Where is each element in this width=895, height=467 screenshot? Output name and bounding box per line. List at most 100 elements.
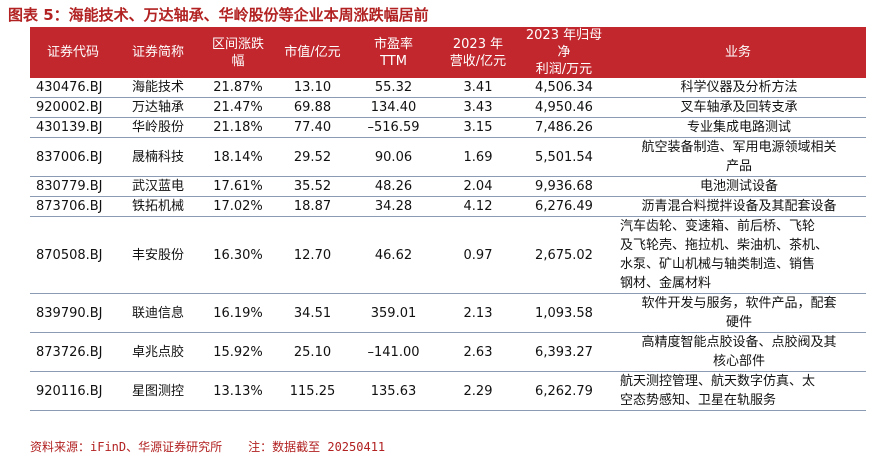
stock-code-cell: 839790.BJ xyxy=(30,293,116,333)
business-cell: 沥青混合料搅拌设备及其配套设备 xyxy=(610,196,866,217)
stock-name-cell: 海能技术 xyxy=(116,78,200,98)
table-row: 873726.BJ 卓兆点胶 15.92% 25.10 –141.00 2.63 6,393… xyxy=(30,332,866,372)
change-cell: 16.30% xyxy=(200,216,276,294)
net-profit-cell: 5,501.54 xyxy=(518,137,610,177)
change-cell: 13.13% xyxy=(200,371,276,411)
market-cap-cell: 34.51 xyxy=(276,293,349,333)
column-header: 2023 年归母净 利润/万元 xyxy=(518,27,610,78)
column-header: 市盈率 TTM xyxy=(349,27,438,78)
business-cell: 软件开发与服务，软件产品，配套 硬件 xyxy=(610,293,866,333)
stock-name-cell: 万达轴承 xyxy=(116,97,200,118)
stock-name-cell: 铁拓机械 xyxy=(116,196,200,217)
pe-ttm-cell: –141.00 xyxy=(349,332,438,372)
revenue-cell: 3.43 xyxy=(438,97,518,118)
table-row: 839790.BJ 联迪信息 16.19% 34.51 359.01 2.13 1,093.… xyxy=(30,293,866,333)
net-profit-cell: 6,276.49 xyxy=(518,196,610,217)
net-profit-cell: 1,093.58 xyxy=(518,293,610,333)
table-row: 920116.BJ 星图测控 13.13% 115.25 135.63 2.29 6,262… xyxy=(30,371,866,411)
pe-ttm-cell: 46.62 xyxy=(349,216,438,294)
market-cap-cell: 18.87 xyxy=(276,196,349,217)
stock-code-cell: 430139.BJ xyxy=(30,117,116,138)
table-row: 830779.BJ 武汉蓝电 17.61% 35.52 48.26 2.04 9,936.6… xyxy=(30,176,866,197)
figure-title: 图表 5：海能技术、万达轴承、华岭股份等企业本周涨跌幅居前 xyxy=(8,6,429,24)
business-cell: 航空装备制造、军用电源领域相关 产品 xyxy=(610,137,866,177)
market-cap-cell: 115.25 xyxy=(276,371,349,411)
table-row: 873706.BJ 铁拓机械 17.02% 18.87 34.28 4.12 6,276.4… xyxy=(30,196,866,217)
net-profit-cell: 7,486.26 xyxy=(518,117,610,138)
revenue-cell: 2.13 xyxy=(438,293,518,333)
pe-ttm-cell: –516.59 xyxy=(349,117,438,138)
table-body: 430476.BJ 海能技术 21.87% 13.10 55.32 3.41 4,506.3… xyxy=(30,78,866,411)
net-profit-cell: 6,262.79 xyxy=(518,371,610,411)
table-row: 920002.BJ 万达轴承 21.47% 69.88 134.40 3.43 4,950.… xyxy=(30,97,866,118)
pe-ttm-cell: 359.01 xyxy=(349,293,438,333)
pe-ttm-cell: 48.26 xyxy=(349,176,438,197)
market-cap-cell: 25.10 xyxy=(276,332,349,372)
table-row: 837006.BJ 晟楠科技 18.14% 29.52 90.06 1.69 5,501.5… xyxy=(30,137,866,177)
note-text: 注：数据截至 20250411 xyxy=(248,440,386,454)
change-cell: 17.61% xyxy=(200,176,276,197)
revenue-cell: 3.15 xyxy=(438,117,518,138)
stock-name-cell: 丰安股份 xyxy=(116,216,200,294)
stock-name-cell: 卓兆点胶 xyxy=(116,332,200,372)
table-row: 870508.BJ 丰安股份 16.30% 12.70 46.62 0.97 2,675.0… xyxy=(30,216,866,294)
column-header: 证券代码 xyxy=(30,27,116,78)
pe-ttm-cell: 135.63 xyxy=(349,371,438,411)
stock-code-cell: 920002.BJ xyxy=(30,97,116,118)
column-header: 业务 xyxy=(610,27,866,78)
stock-table: 证券代码 证券简称 区间涨跌幅市值/亿元 市盈率 TTM 2023 年营收/亿元 2023 … xyxy=(30,27,866,411)
pe-ttm-cell: 90.06 xyxy=(349,137,438,177)
market-cap-cell: 12.70 xyxy=(276,216,349,294)
business-cell: 专业集成电路测试 xyxy=(610,117,866,138)
stock-code-cell: 830779.BJ xyxy=(30,176,116,197)
market-cap-cell: 29.52 xyxy=(276,137,349,177)
change-cell: 18.14% xyxy=(200,137,276,177)
stock-name-cell: 联迪信息 xyxy=(116,293,200,333)
revenue-cell: 4.12 xyxy=(438,196,518,217)
revenue-cell: 1.69 xyxy=(438,137,518,177)
change-cell: 21.18% xyxy=(200,117,276,138)
stock-code-cell: 920116.BJ xyxy=(30,371,116,411)
net-profit-cell: 4,950.46 xyxy=(518,97,610,118)
column-header: 市值/亿元 xyxy=(276,27,349,78)
pe-ttm-cell: 34.28 xyxy=(349,196,438,217)
revenue-cell: 3.41 xyxy=(438,78,518,98)
change-cell: 17.02% xyxy=(200,196,276,217)
stock-code-cell: 873706.BJ xyxy=(30,196,116,217)
business-cell: 叉车轴承及回转支承 xyxy=(610,97,866,118)
column-header: 2023 年营收/亿元 xyxy=(438,27,518,78)
revenue-cell: 2.04 xyxy=(438,176,518,197)
table-header-row: 证券代码 证券简称 区间涨跌幅市值/亿元 市盈率 TTM 2023 年营收/亿元 2023 … xyxy=(30,27,866,78)
net-profit-cell: 6,393.27 xyxy=(518,332,610,372)
stock-name-cell: 晟楠科技 xyxy=(116,137,200,177)
stock-name-cell: 华岭股份 xyxy=(116,117,200,138)
business-cell: 航天测控管理、航天数字仿真、太 空态势感知、卫星在轨服务 xyxy=(610,371,866,411)
stock-code-cell: 870508.BJ xyxy=(30,216,116,294)
revenue-cell: 2.63 xyxy=(438,332,518,372)
revenue-cell: 0.97 xyxy=(438,216,518,294)
market-cap-cell: 35.52 xyxy=(276,176,349,197)
revenue-cell: 2.29 xyxy=(438,371,518,411)
market-cap-cell: 13.10 xyxy=(276,78,349,98)
stock-code-cell: 873726.BJ xyxy=(30,332,116,372)
net-profit-cell: 2,675.02 xyxy=(518,216,610,294)
net-profit-cell: 4,506.34 xyxy=(518,78,610,98)
business-cell: 科学仪器及分析方法 xyxy=(610,78,866,98)
column-header: 证券简称 xyxy=(116,27,200,78)
change-cell: 15.92% xyxy=(200,332,276,372)
stock-code-cell: 430476.BJ xyxy=(30,78,116,98)
pe-ttm-cell: 134.40 xyxy=(349,97,438,118)
business-cell: 电池测试设备 xyxy=(610,176,866,197)
change-cell: 16.19% xyxy=(200,293,276,333)
source-line: 资料来源：iFinD、华源证券研究所 注：数据截至 20250411 xyxy=(30,438,411,455)
stock-name-cell: 星图测控 xyxy=(116,371,200,411)
source-text: 资料来源：iFinD、华源证券研究所 xyxy=(30,440,223,454)
change-cell: 21.47% xyxy=(200,97,276,118)
pe-ttm-cell: 55.32 xyxy=(349,78,438,98)
market-cap-cell: 69.88 xyxy=(276,97,349,118)
table-row: 430476.BJ 海能技术 21.87% 13.10 55.32 3.41 4,506.3… xyxy=(30,78,866,98)
stock-code-cell: 837006.BJ xyxy=(30,137,116,177)
change-cell: 21.87% xyxy=(200,78,276,98)
stock-name-cell: 武汉蓝电 xyxy=(116,176,200,197)
market-cap-cell: 77.40 xyxy=(276,117,349,138)
